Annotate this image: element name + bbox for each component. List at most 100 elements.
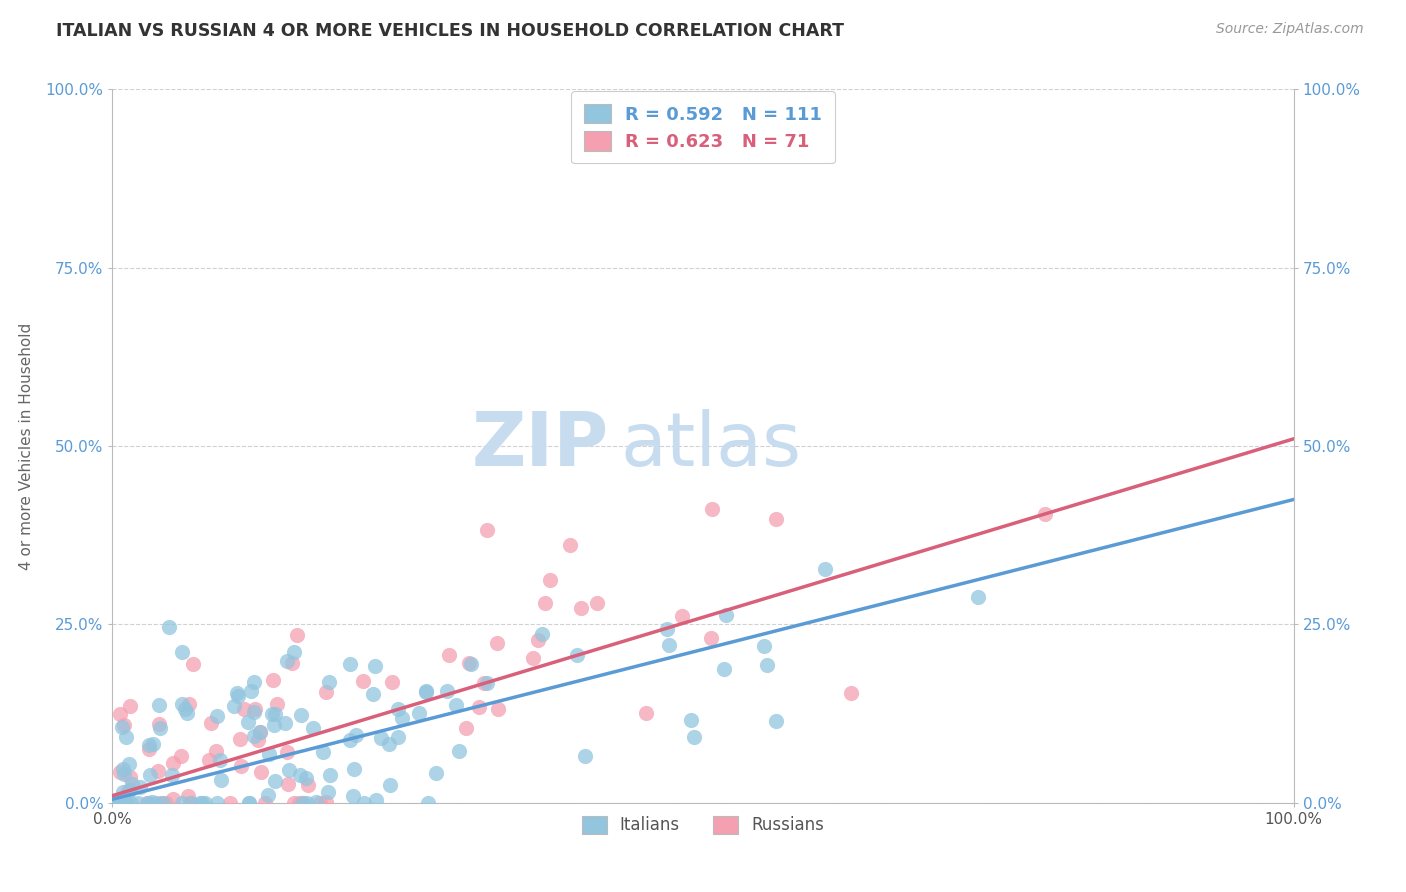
Point (714, 608, 737, 623)
Point (569, 600, 592, 615)
Point (415, 683, 437, 698)
Point (238, 796, 260, 810)
Point (208, 753, 231, 767)
Point (112, 796, 135, 810)
Point (458, 656, 481, 670)
Point (139, 767, 162, 781)
Point (117, 757, 139, 772)
Text: ITALIAN VS RUSSIAN 4 OR MORE VEHICLES IN HOUSEHOLD CORRELATION CHART: ITALIAN VS RUSSIAN 4 OR MORE VEHICLES IN… (56, 22, 844, 40)
Point (127, 796, 149, 810)
Point (170, 748, 193, 763)
Point (257, 788, 280, 802)
Point (238, 796, 260, 810)
Point (319, 767, 342, 781)
Point (437, 648, 460, 662)
Text: ZIP: ZIP (471, 409, 609, 483)
Point (257, 747, 280, 761)
Point (108, 796, 131, 810)
Point (366, 793, 388, 807)
Point (152, 796, 174, 810)
Point (172, 697, 194, 711)
Point (967, 590, 990, 604)
Point (468, 700, 491, 714)
Point (565, 648, 588, 662)
Point (188, 796, 211, 810)
Point (162, 756, 184, 771)
Point (285, 628, 308, 642)
Point (112, 767, 135, 781)
Point (231, 758, 253, 772)
Point (277, 776, 299, 790)
Point (174, 702, 197, 716)
Point (141, 795, 163, 809)
Point (290, 768, 312, 782)
Point (679, 713, 702, 727)
Point (387, 731, 409, 745)
Point (274, 716, 297, 731)
Point (136, 796, 159, 810)
Point (416, 796, 439, 810)
Point (233, 702, 256, 716)
Text: Source: ZipAtlas.com: Source: ZipAtlas.com (1216, 22, 1364, 37)
Point (179, 796, 201, 810)
Point (162, 791, 184, 805)
Point (449, 743, 471, 757)
Point (387, 702, 409, 716)
Point (111, 762, 134, 776)
Point (364, 659, 387, 673)
Point (128, 780, 150, 794)
Point (522, 651, 544, 665)
Point (240, 683, 263, 698)
Point (765, 714, 787, 728)
Point (228, 689, 250, 703)
Point (148, 717, 170, 731)
Point (249, 725, 271, 739)
Point (472, 676, 495, 690)
Point (111, 785, 134, 799)
Point (283, 796, 305, 810)
Point (378, 737, 401, 751)
Point (107, 792, 129, 806)
Point (700, 501, 723, 516)
Point (530, 627, 553, 641)
Point (477, 523, 499, 537)
Point (177, 698, 200, 712)
Point (291, 796, 314, 810)
Point (263, 707, 285, 722)
Point (343, 762, 366, 776)
Point (170, 645, 193, 659)
Point (112, 718, 135, 732)
Point (658, 638, 681, 652)
Point (242, 675, 264, 690)
Point (288, 796, 311, 810)
Point (408, 706, 430, 720)
Point (219, 796, 242, 810)
Point (527, 633, 550, 648)
Point (262, 673, 284, 687)
Point (339, 657, 361, 672)
Point (145, 796, 167, 810)
Point (115, 730, 138, 744)
Point (283, 645, 305, 659)
Point (278, 763, 301, 777)
Point (538, 573, 561, 587)
Point (262, 706, 284, 721)
Point (181, 657, 204, 672)
Point (574, 749, 596, 764)
Point (460, 657, 482, 671)
Point (671, 609, 693, 624)
Point (378, 778, 401, 792)
Point (291, 796, 314, 810)
Point (839, 686, 862, 700)
Point (765, 512, 787, 526)
Point (700, 631, 723, 645)
Point (391, 711, 413, 725)
Point (415, 685, 437, 699)
Point (353, 796, 375, 810)
Point (200, 716, 222, 731)
Point (111, 720, 134, 734)
Point (297, 796, 319, 810)
Point (121, 777, 143, 791)
Point (454, 721, 477, 735)
Point (755, 657, 778, 672)
